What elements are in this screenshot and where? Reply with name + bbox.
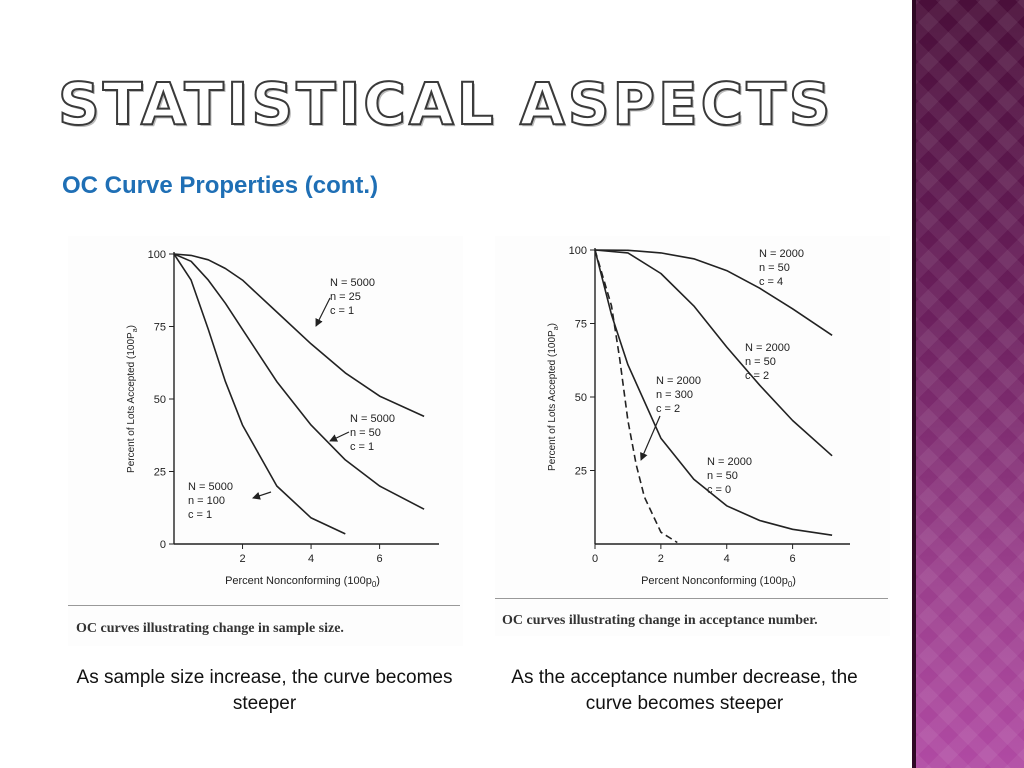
x-tick-label: 4 (724, 553, 730, 565)
figure-divider-right (495, 598, 888, 599)
oc-curve-series-2 (173, 253, 425, 510)
slide-subtitle: OC Curve Properties (cont.) (62, 172, 379, 199)
y-axis-label: Percent of Lots Accepted (100Pa) (126, 325, 139, 473)
series-label-line: n = 50 (350, 427, 381, 439)
series-label-line: n = 50 (759, 262, 790, 274)
oc-curve-series-4 (594, 249, 833, 536)
series-pointer-arrow (329, 431, 350, 442)
y-tick-label: 25 (575, 466, 587, 478)
series-pointer-arrow (315, 297, 331, 327)
y-tick-label: 0 (160, 539, 166, 551)
series-label-line: N = 2000 (707, 456, 752, 468)
y-tick-label: 25 (154, 467, 166, 479)
oc-chart-acceptance-number: 25 50 75 100 0 2 4 6 Percent Nonconforming (100p… (495, 236, 890, 636)
series-pointer-arrow (640, 415, 661, 461)
figure-caption-left: OC curves illustrating change in sample … (76, 621, 344, 636)
oc-curve-series-3 (594, 249, 678, 544)
slide-title: STATISTICAL ASPECTS (57, 69, 834, 139)
figure-caption-right: OC curves illustrating change in accepta… (502, 613, 818, 628)
oc-curve-series-1 (594, 249, 833, 336)
y-axis-label: Percent of Lots Accepted (100Pa) (547, 323, 560, 471)
series-pointer-arrow (252, 491, 272, 500)
y-tick-label: 100 (148, 249, 166, 261)
oc-curve-series-1 (173, 253, 425, 418)
x-axis-label: Percent Nonconforming (100p0) (225, 575, 380, 589)
series-label-line: n = 25 (330, 291, 361, 303)
x-tick-label: 6 (790, 553, 796, 565)
oc-curve-series-3 (173, 253, 346, 535)
y-tick-label: 50 (575, 392, 587, 404)
series-label-line: N = 5000 (188, 481, 233, 493)
oc-chart-acceptance-number-svg: 25 50 75 100 0 2 4 6 Percent Nonconforming (100p… (547, 245, 850, 589)
x-tick-label: 4 (308, 553, 314, 565)
y-tick-label: 100 (569, 245, 587, 257)
y-tick-label: 50 (154, 394, 166, 406)
figure-divider-left (68, 605, 460, 606)
series-label-line: N = 5000 (350, 413, 395, 425)
series-label-line: n = 100 (188, 495, 225, 507)
series-label-line: N = 2000 (745, 342, 790, 354)
x-tick-label: 6 (377, 553, 383, 565)
x-tick-label: 0 (592, 553, 598, 565)
series-label-line: n = 50 (707, 470, 738, 482)
series-label-line: c = 4 (759, 276, 783, 288)
oc-chart-sample-size: 0 25 50 75 100 2 4 6 Percent Nonconforming (100p… (68, 236, 463, 646)
decorative-side-band (912, 0, 1024, 768)
series-label-line: c = 1 (350, 441, 374, 453)
series-label-line: c = 1 (330, 305, 354, 317)
caption-acceptance-number: As the acceptance number decrease, the c… (511, 667, 858, 714)
caption-sample-size: As sample size increase, the curve becom… (76, 667, 453, 714)
series-label-line: n = 50 (745, 356, 776, 368)
x-tick-label: 2 (658, 553, 664, 565)
x-tick-label: 2 (239, 553, 245, 565)
series-label-line: c = 2 (656, 403, 680, 415)
series-label-line: c = 2 (745, 370, 769, 382)
y-tick-label: 75 (575, 319, 587, 331)
oc-curve-series-2 (594, 249, 833, 457)
series-label-line: n = 300 (656, 389, 693, 401)
series-label-line: c = 1 (188, 509, 212, 521)
series-label-line: N = 5000 (330, 277, 375, 289)
series-label-line: N = 2000 (656, 375, 701, 387)
series-label-line: N = 2000 (759, 248, 804, 260)
series-label-line: c = 0 (707, 484, 731, 496)
x-axis-label: Percent Nonconforming (100p0) (641, 575, 796, 589)
oc-chart-sample-size-svg: 0 25 50 75 100 2 4 6 Percent Nonconforming (100p… (126, 249, 439, 589)
y-tick-label: 75 (154, 322, 166, 334)
